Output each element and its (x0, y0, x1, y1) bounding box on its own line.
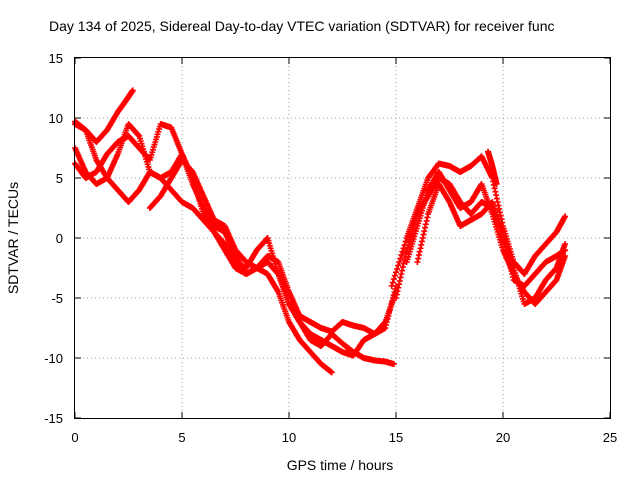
x-tick-label: 25 (603, 430, 617, 445)
y-tick-label: -15 (44, 411, 63, 426)
series-track-5 (146, 157, 399, 359)
data-point-markers (72, 121, 399, 337)
y-tick-label: -10 (44, 351, 63, 366)
x-axis-label: GPS time / hours (287, 457, 394, 473)
series-track-4 (72, 118, 335, 376)
y-tick-label: 10 (49, 111, 63, 126)
data-points (72, 87, 569, 376)
chart-title: Day 134 of 2025, Sidereal Day-to-day VTE… (49, 18, 555, 34)
data-point-markers (414, 181, 569, 307)
plot-frame (74, 57, 611, 419)
data-point-markers (485, 148, 500, 187)
series-track-2 (72, 121, 399, 337)
x-tick-label: 20 (496, 430, 510, 445)
series-track-10 (485, 148, 500, 187)
y-tick-label: 5 (56, 171, 63, 186)
series-track-9 (414, 181, 569, 307)
grid-lines (75, 58, 610, 418)
y-tick-label: -5 (51, 291, 63, 306)
data-point-markers (72, 118, 335, 376)
data-point-markers (146, 157, 399, 359)
x-tick-label: 0 (71, 430, 78, 445)
y-tick-label: 15 (49, 51, 63, 66)
x-tick-label: 5 (178, 430, 185, 445)
x-tick-label: 10 (282, 430, 296, 445)
y-tick-label: 0 (56, 231, 63, 246)
x-tick-label: 15 (389, 430, 403, 445)
axis-ticks: 0 5 10 15 20 25 -15 -10 -5 0 5 10 15 (44, 51, 617, 445)
y-axis-label: SDTVAR / TECUs (5, 182, 21, 294)
